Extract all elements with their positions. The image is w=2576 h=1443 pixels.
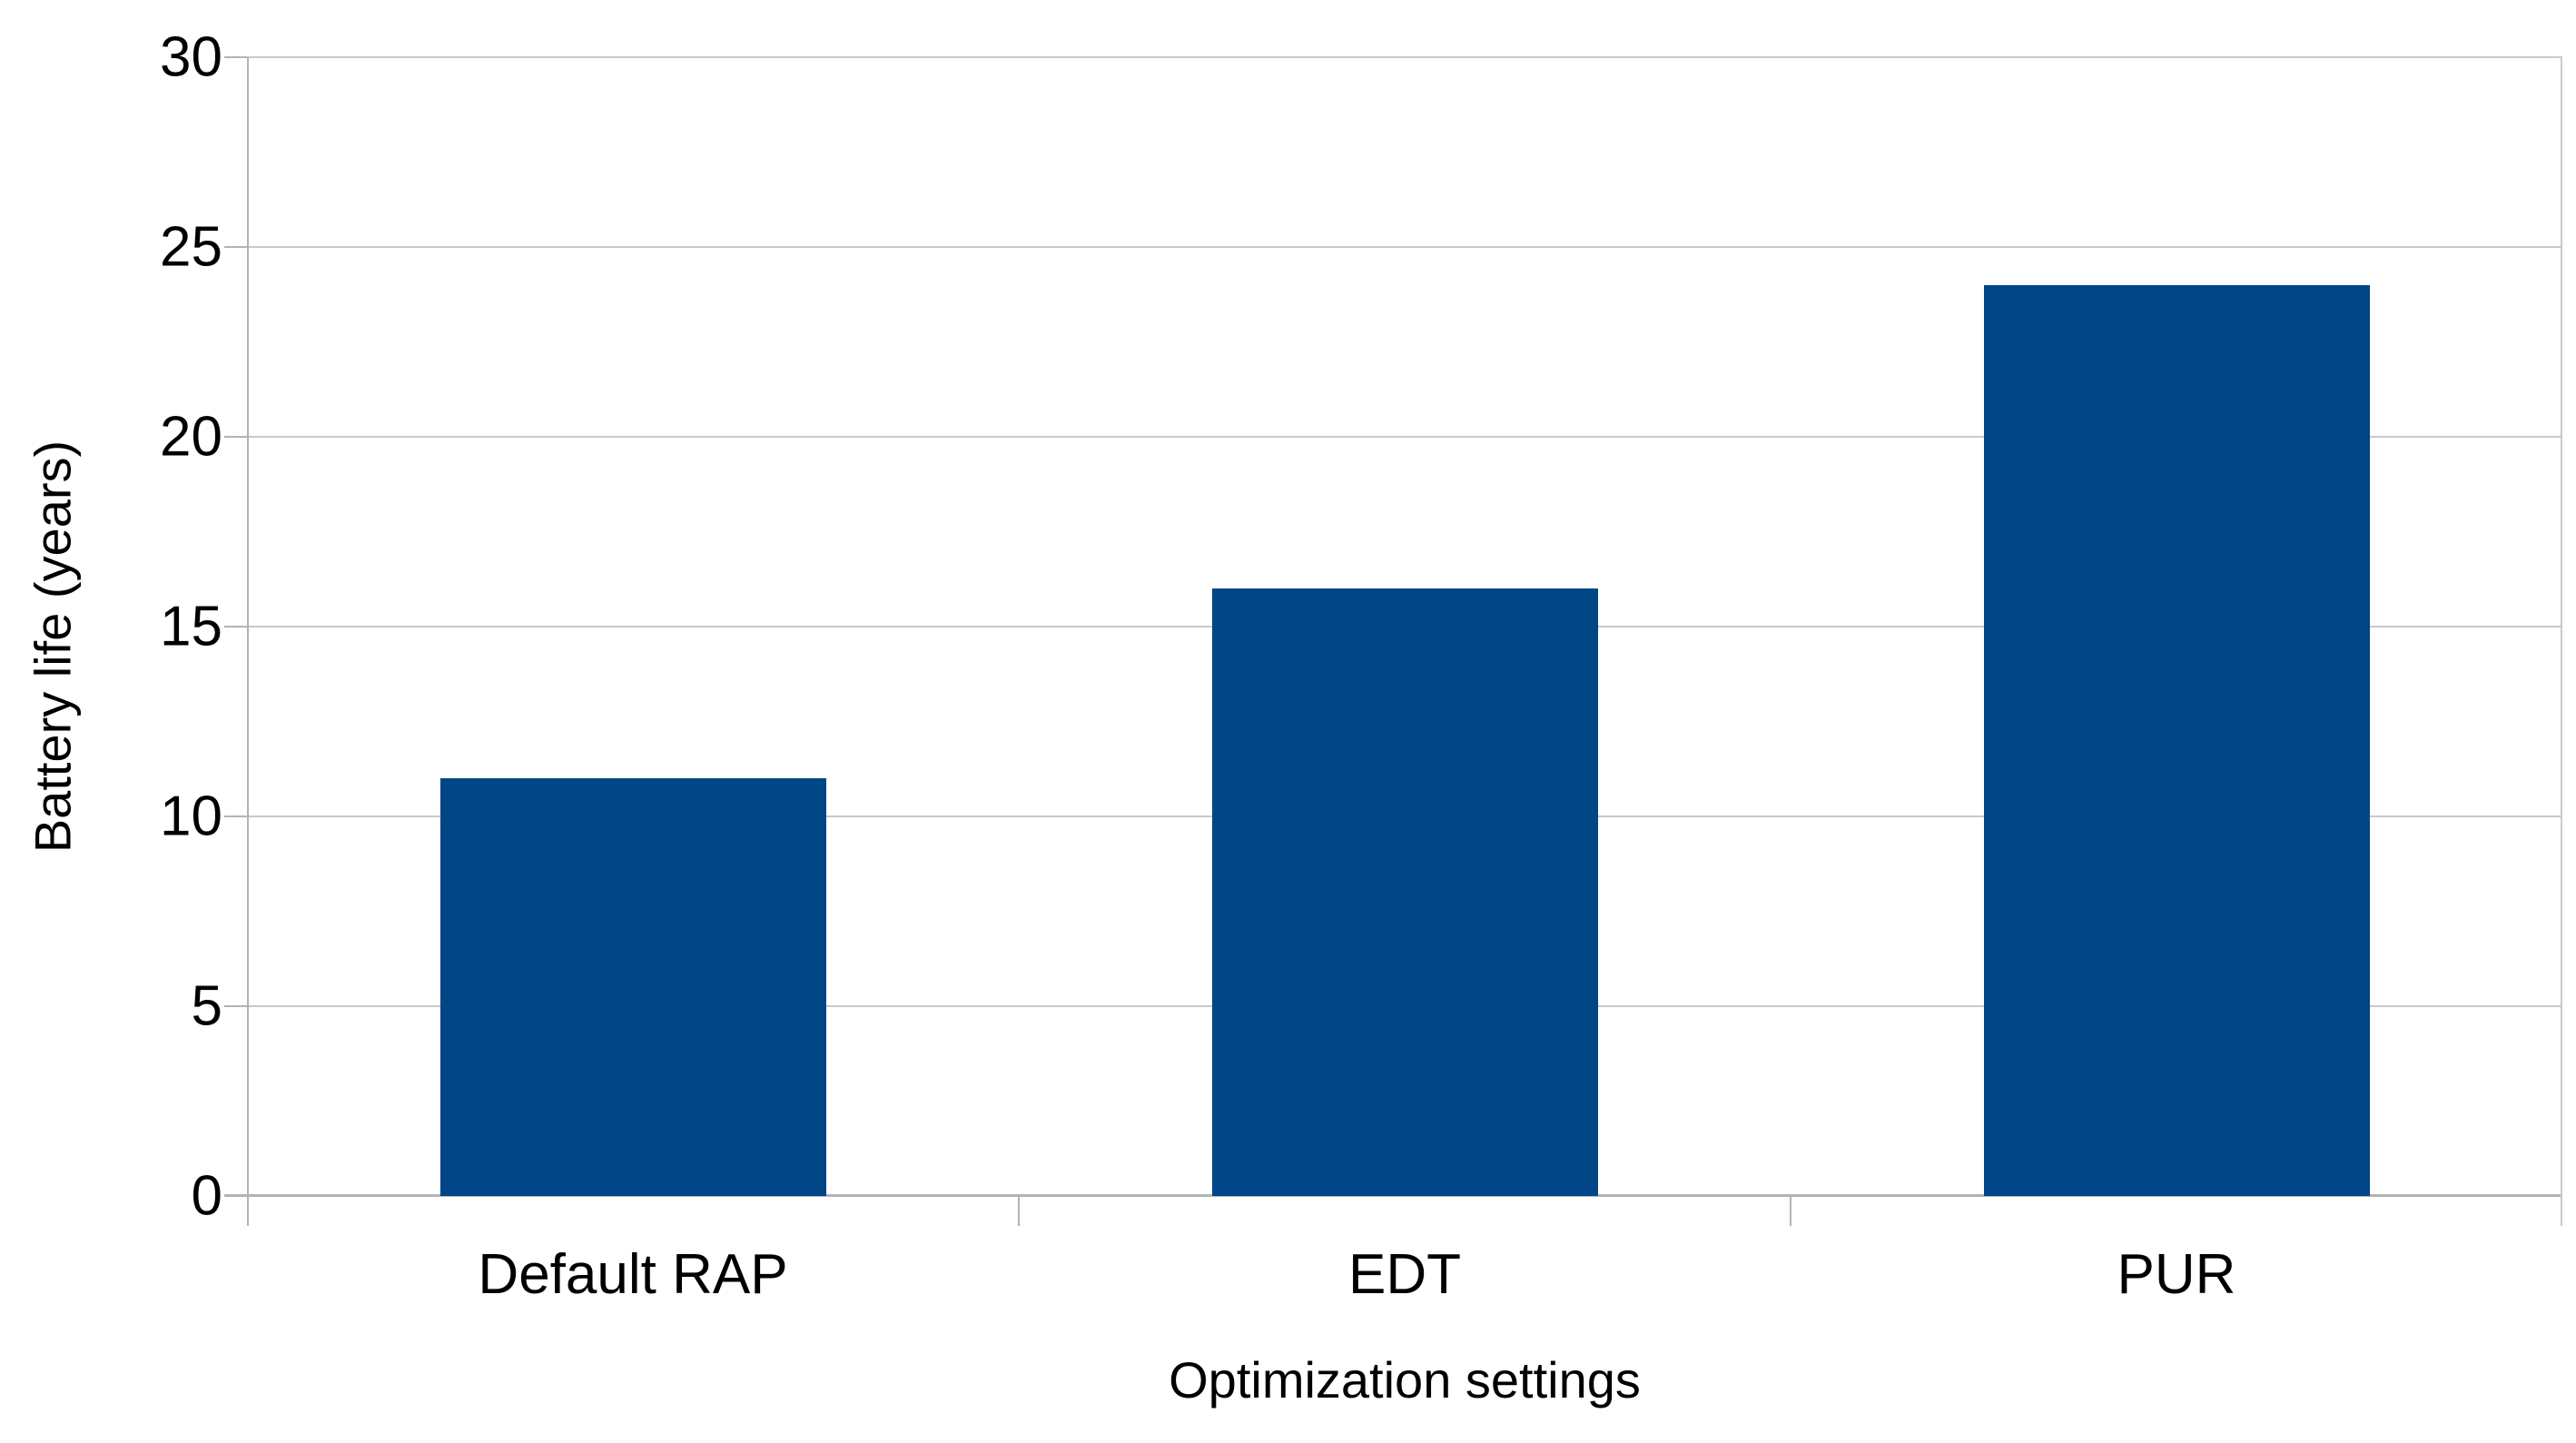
y-tick-mark-25 bbox=[224, 246, 247, 248]
x-boundary-tick-2 bbox=[1790, 1196, 1791, 1226]
y-axis-line bbox=[247, 57, 249, 1226]
gridline-30 bbox=[247, 56, 2562, 58]
y-tick-mark-20 bbox=[224, 436, 247, 438]
plot-area bbox=[224, 56, 2562, 1226]
y-tick-mark-5 bbox=[224, 1005, 247, 1007]
y-tick-label-30: 30 bbox=[160, 25, 222, 89]
y-tick-label-0: 0 bbox=[191, 1164, 222, 1228]
x-category-label-default-rap: Default RAP bbox=[478, 1243, 788, 1306]
y-tick-label-10: 10 bbox=[160, 785, 222, 848]
y-tick-label-5: 5 bbox=[191, 974, 222, 1038]
bar-edt bbox=[1211, 588, 1598, 1196]
x-axis-title: Optimization settings bbox=[1169, 1351, 1641, 1408]
y-tick-label-20: 20 bbox=[160, 405, 222, 469]
y-tick-label-25: 25 bbox=[160, 215, 222, 279]
gridline-25 bbox=[247, 246, 2562, 248]
x-category-label-edt: EDT bbox=[1348, 1243, 1461, 1306]
plot-border-right bbox=[2561, 57, 2562, 1226]
gridline-20 bbox=[247, 436, 2562, 438]
bar-pur bbox=[1983, 284, 2370, 1196]
bar-default-rap bbox=[439, 778, 826, 1196]
y-tick-mark-30 bbox=[224, 56, 247, 58]
y-tick-label-15: 15 bbox=[160, 595, 222, 658]
y-tick-mark-10 bbox=[224, 815, 247, 817]
y-tick-mark-15 bbox=[224, 626, 247, 628]
x-category-label-pur: PUR bbox=[2117, 1243, 2236, 1306]
x-boundary-tick-1 bbox=[1018, 1196, 1020, 1226]
